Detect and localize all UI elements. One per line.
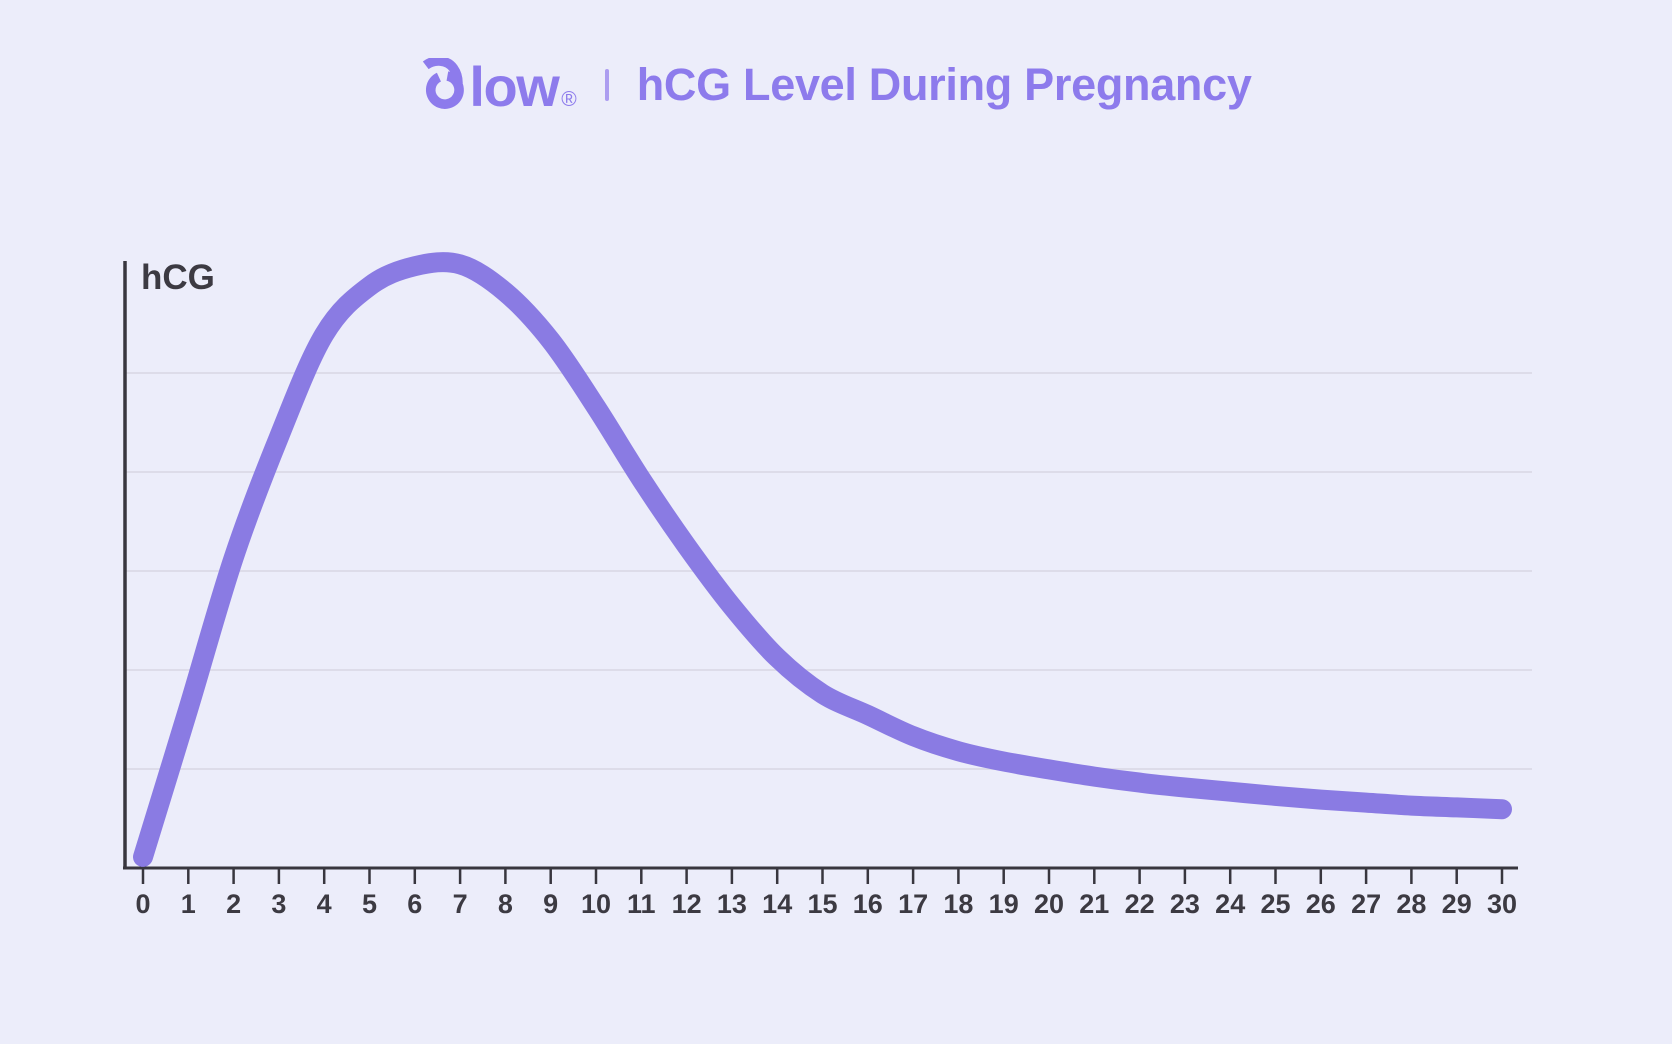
x-tick-label: 12 [672,889,702,919]
x-tick-label: 24 [1215,889,1245,919]
header: low ® hCG Level During Pregnancy [0,55,1672,118]
y-axis-label: hCG [141,258,215,297]
x-tick-label: 3 [271,889,286,919]
x-tick-label: 21 [1079,889,1109,919]
x-tick-label: 0 [135,889,150,919]
x-tick-label: 22 [1125,889,1155,919]
x-tick-label: 7 [453,889,468,919]
gridlines [124,372,1532,770]
glow-logo-text: low [469,55,559,118]
x-tick-label: 8 [498,889,513,919]
page-title: hCG Level During Pregnancy [636,58,1252,110]
glow-logo: low ® [420,55,577,118]
x-tick-label: 19 [989,889,1019,919]
x-tick-label: 4 [317,889,332,919]
x-tick-label: 10 [581,889,611,919]
x-tick-label: 28 [1396,889,1426,919]
x-tick-label: 1 [181,889,196,919]
x-tick-label: 16 [853,889,883,919]
x-tick-label: 29 [1442,889,1472,919]
x-tick-label: 26 [1306,889,1336,919]
x-tick-label: 11 [627,889,656,919]
x-tick-label: 17 [898,889,928,919]
x-tick-label: 23 [1170,889,1200,919]
x-tick-label: 27 [1351,889,1381,919]
x-tick-label: 25 [1260,889,1290,919]
x-tick-label: 13 [717,889,747,919]
registered-mark: ® [561,88,577,111]
x-tick-label: 30 [1487,889,1517,919]
x-tick-label: 18 [943,889,973,919]
x-tick-label: 15 [807,889,837,919]
glow-logo-g-icon [423,58,465,109]
title-divider [604,68,609,101]
x-axis-tick-labels: 0 1 2 3 4 5 6 7 8 9 10 11 12 13 14 15 16 17 18 19 20 21 22 23 24… [135,889,1517,919]
x-tick-label: 2 [226,889,241,919]
x-tick-label: 6 [407,889,422,919]
x-tick-label: 9 [543,889,558,919]
x-tick-label: 5 [362,889,377,919]
hcg-curve [133,252,1512,867]
x-tick-label: 20 [1034,889,1064,919]
x-axis-ticks [141,869,1504,884]
x-tick-label: 14 [762,889,792,919]
